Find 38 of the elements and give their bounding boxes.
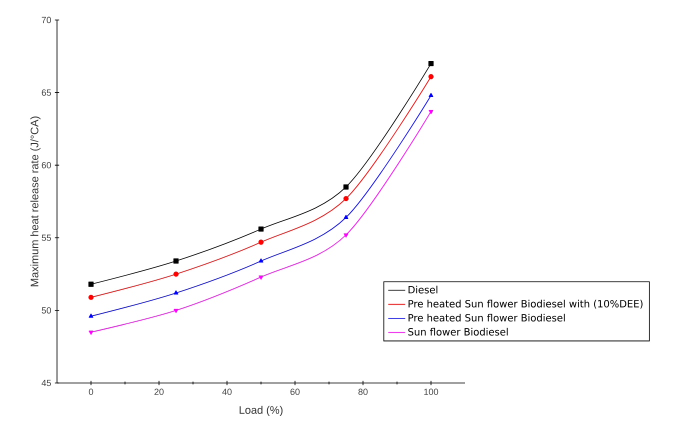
point: [343, 196, 349, 202]
point: [88, 314, 94, 318]
x-tick-label: 80: [358, 388, 368, 395]
point: [258, 275, 264, 280]
y-tick-label: 65: [42, 89, 51, 96]
point: [173, 271, 179, 277]
y-tick-label: 45: [42, 380, 51, 386]
y-tick-label: 60: [42, 162, 52, 168]
x-tick-label: 100: [424, 388, 438, 395]
y-axis-title: Maximum heat release rate (J/°CA): [30, 116, 41, 286]
point: [428, 60, 434, 66]
legend-label: Pre heated Sun flower Biodiesel with (10%DEE): [408, 300, 643, 309]
x-tick-label: 0: [88, 388, 94, 395]
x-tick-label: 20: [154, 388, 164, 395]
point: [428, 92, 434, 97]
x-axis-title: Load (%): [240, 406, 283, 416]
point: [343, 184, 349, 190]
x-tick-label: 40: [222, 388, 232, 395]
y-tick-label: 55: [42, 234, 51, 241]
point: [88, 282, 94, 287]
point: [88, 294, 94, 300]
point: [428, 110, 434, 114]
legend-label: Sun flower Biodiesel: [408, 328, 508, 336]
point: [173, 258, 179, 264]
point: [344, 233, 348, 238]
point: [258, 240, 264, 245]
y-tick-label: 70: [42, 16, 52, 24]
point: [258, 258, 264, 263]
point: [428, 74, 434, 80]
point: [88, 330, 94, 335]
point: [174, 308, 178, 313]
legend-label: Diesel: [408, 286, 438, 294]
legend-label: Pre heated Sun flower Biodiesel: [408, 314, 565, 322]
x-tick-label: 60: [290, 388, 300, 395]
point: [258, 226, 264, 232]
y-tick-label: 50: [42, 307, 52, 314]
point: [174, 290, 178, 294]
point: [344, 214, 348, 219]
